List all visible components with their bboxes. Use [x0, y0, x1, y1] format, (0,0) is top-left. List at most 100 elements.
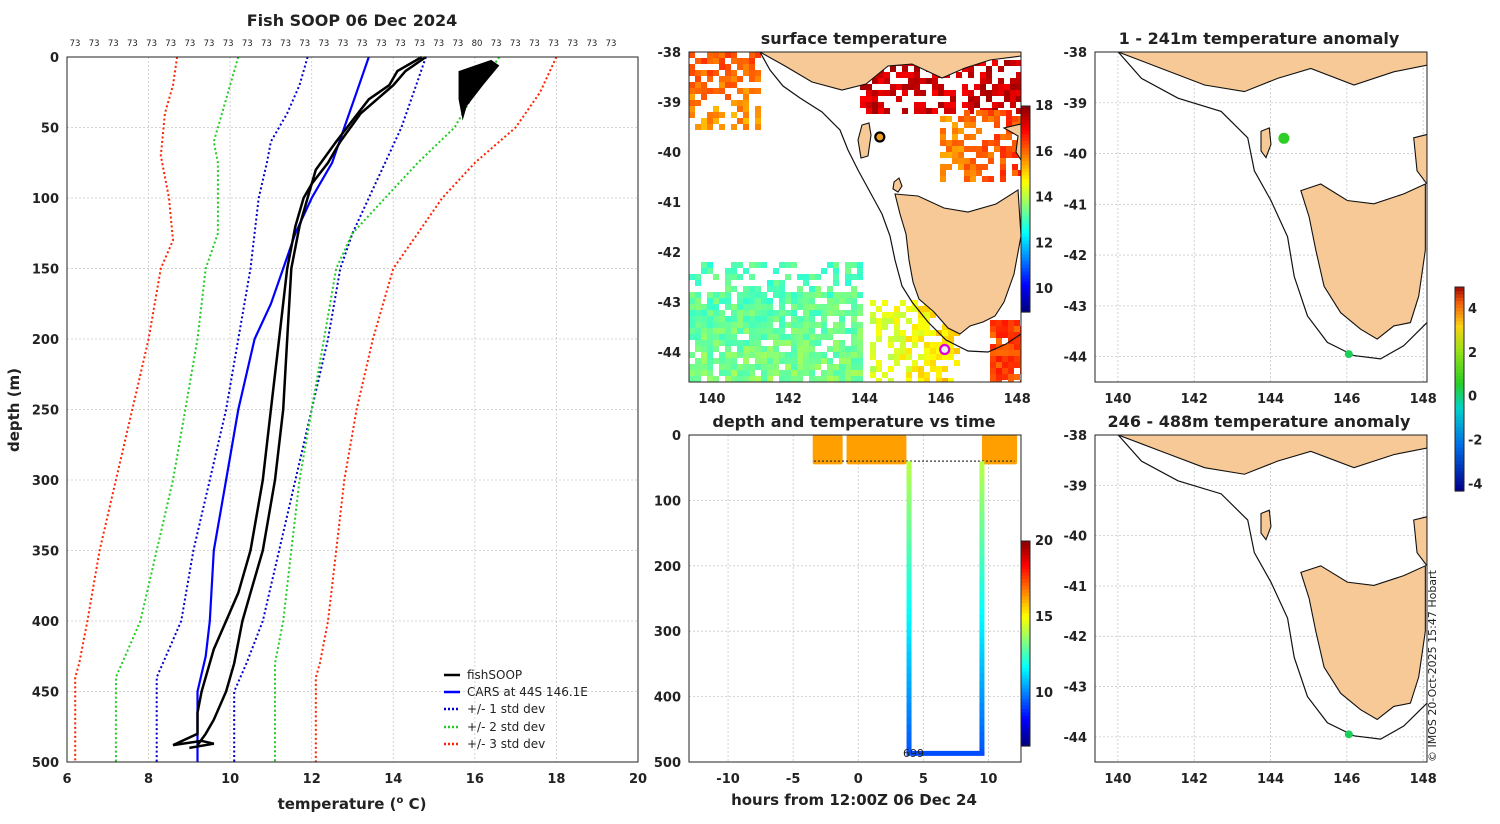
sst-cell	[990, 326, 996, 332]
time-profile-segment	[979, 505, 985, 514]
sst-cell	[803, 340, 809, 346]
shelf-contour	[1117, 435, 1427, 740]
sst-cell	[761, 346, 767, 352]
sst-cell	[755, 262, 761, 268]
sst-cell	[755, 304, 761, 310]
sst-cell	[994, 116, 1000, 122]
anomaly-shallow-panel: 1 - 241m temperature anomaly 140 142 144 14…	[1064, 29, 1437, 407]
sst-cell	[968, 102, 974, 108]
sst-cell	[1004, 90, 1010, 96]
sst-cell	[942, 330, 948, 336]
sst-cell	[725, 76, 731, 82]
sst-cell	[942, 366, 948, 372]
sst-cell	[902, 66, 908, 72]
anomaly-colorbar-tick: 2	[1468, 346, 1477, 361]
mainland-shape	[1118, 435, 1427, 475]
time-panel-title: depth and temperature vs time	[712, 412, 995, 431]
sst-cell	[737, 88, 743, 94]
time-profile-segment	[979, 497, 985, 506]
time-colorbar-segment	[1021, 711, 1030, 716]
sst-cell	[964, 122, 970, 128]
map-ytick-label: -39	[1064, 479, 1088, 494]
time-colorbar-segment	[1021, 732, 1030, 737]
profile-count-label: 73	[242, 39, 253, 49]
sst-colorbar-segment	[1021, 147, 1030, 152]
sst-colorbar-segment	[1021, 281, 1030, 286]
time-profile-segment	[906, 622, 912, 631]
time-ytick-label: 100	[654, 494, 681, 509]
sst-cell	[701, 334, 707, 340]
sst-cell	[845, 280, 851, 286]
sst-cell	[894, 348, 900, 354]
profile-count-label: 73	[89, 39, 100, 49]
sst-cell	[797, 316, 803, 322]
sst-cell	[976, 128, 982, 134]
sst-cell	[821, 334, 827, 340]
sst-cell	[707, 262, 713, 268]
anomaly-colorbar-segment	[1455, 416, 1464, 421]
sst-cell	[707, 376, 713, 382]
sst-cell	[876, 330, 882, 336]
time-profile-segment	[979, 578, 985, 587]
sst-cell	[725, 358, 731, 364]
sst-colorbar-segment	[1021, 226, 1030, 231]
time-profile-segment	[979, 593, 985, 601]
sst-cell	[695, 346, 701, 352]
anomaly-colorbar-segment	[1455, 304, 1464, 308]
sst-cell	[707, 358, 713, 364]
sst-colorbar-segment	[1021, 298, 1030, 303]
sst-cell	[701, 316, 707, 322]
sst-cell	[827, 262, 833, 268]
sst-cell	[866, 102, 872, 108]
profile-count-labels: 73 73 73 73 73 73 73 73 73 73 73 73 73 73 73 73 73 73 73 73…	[70, 39, 617, 49]
sst-cell	[1010, 102, 1016, 108]
sst-cell	[932, 108, 938, 114]
sst-cell	[779, 262, 785, 268]
sst-cell	[912, 306, 918, 312]
sst-cell	[970, 146, 976, 152]
sst-cell	[725, 64, 731, 70]
map-xtick-label: 144	[1257, 392, 1284, 407]
sst-cell	[914, 66, 920, 72]
time-ytick-label: 500	[654, 756, 681, 771]
sst-cell	[701, 352, 707, 358]
sst-colorbar-segment	[1021, 301, 1030, 306]
sst-cell	[779, 310, 785, 316]
sst-cell	[998, 90, 1004, 96]
anomaly-colorbar-segment	[1455, 395, 1464, 400]
sst-cell	[791, 364, 797, 370]
sst-map-panel: surface temperature 140 142 144 146 148 -38 -3…	[658, 29, 1054, 407]
sst-cell	[803, 364, 809, 370]
sst-cell	[996, 320, 1002, 326]
sst-cell	[851, 376, 857, 382]
sst-colorbar-tick: 12	[1035, 236, 1053, 251]
sst-cell	[857, 310, 863, 316]
time-profile-segment	[979, 607, 985, 616]
time-colorbar-segment	[1021, 715, 1030, 720]
time-profile-segment	[979, 658, 985, 667]
map-ytick-label: -38	[658, 46, 682, 61]
sst-cell	[918, 330, 924, 336]
map-ytick-label: -40	[1064, 530, 1088, 545]
sst-cell	[725, 328, 731, 334]
sst-cell	[809, 286, 815, 292]
anomaly-colorbar-segment	[1455, 389, 1464, 393]
sst-colorbar-segment	[1021, 209, 1030, 214]
anomaly-colorbar-tick: 4	[1468, 302, 1477, 317]
sst-cell	[761, 292, 767, 298]
sst-cell	[725, 304, 731, 310]
sst-cell	[876, 360, 882, 366]
sst-cell	[749, 328, 755, 334]
sst-cell	[803, 328, 809, 334]
time-profile-segment	[979, 717, 985, 726]
sst-colorbar-segment	[1021, 130, 1030, 135]
sst-colorbar-segment	[1021, 160, 1030, 165]
sst-cell	[695, 298, 701, 304]
sst-cell	[773, 328, 779, 334]
sst-cell	[719, 52, 725, 58]
time-colorbar-segment	[1021, 735, 1030, 740]
sst-cell	[737, 346, 743, 352]
sst-cell	[976, 170, 982, 176]
sst-cell	[948, 348, 954, 354]
sst-cell	[900, 342, 906, 348]
